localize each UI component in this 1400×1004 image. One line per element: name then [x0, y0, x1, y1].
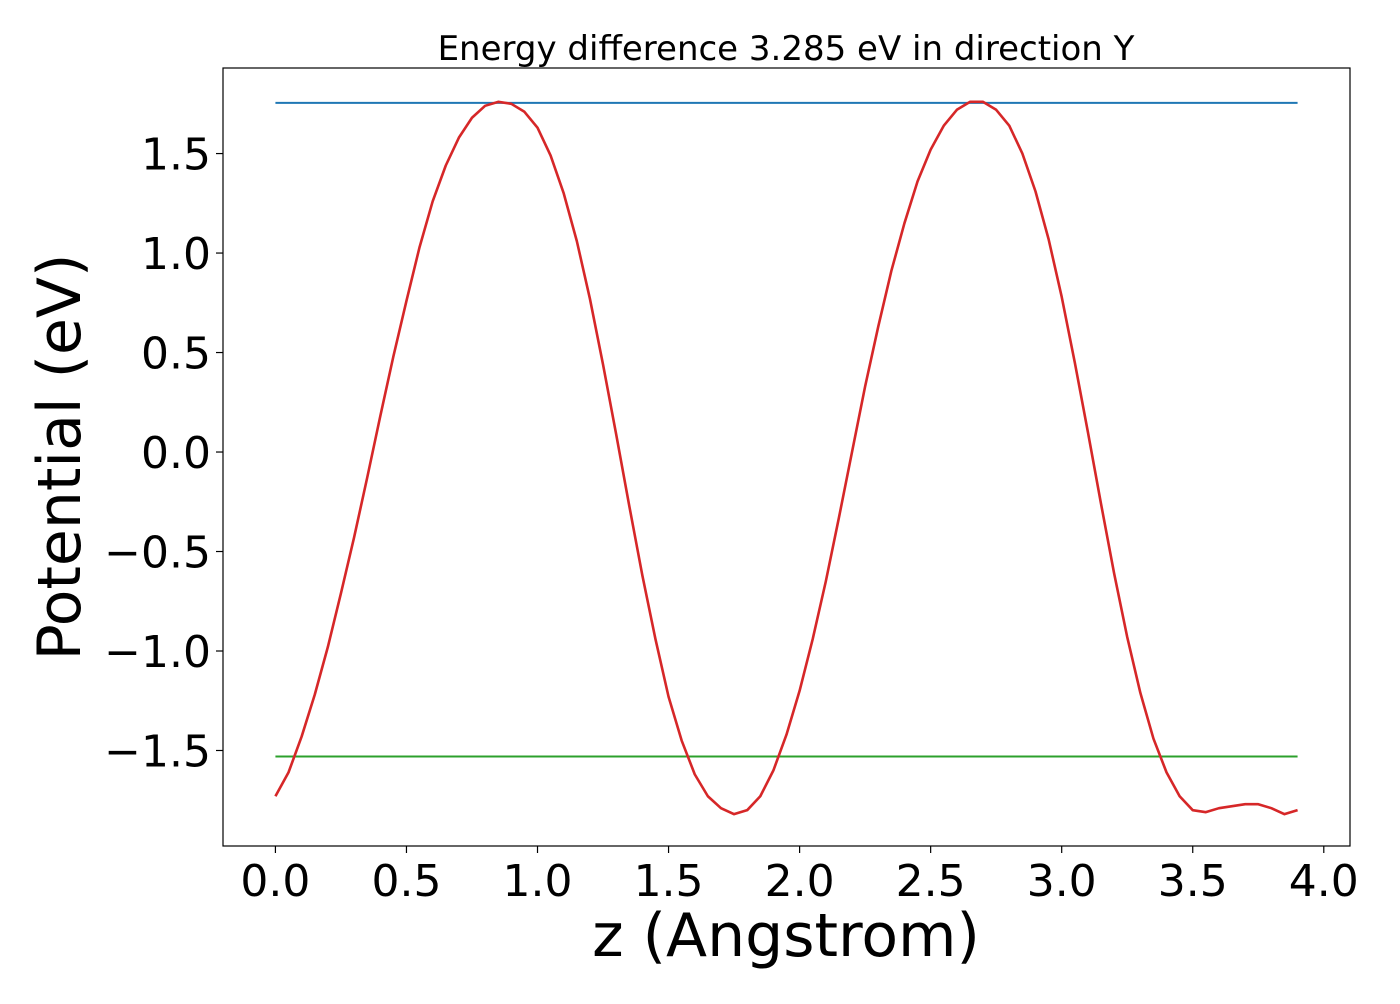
x-axis: 0.0 0.5 1.0 1.5 2.0 2.5 3.0 3.5 4.0: [240, 846, 1359, 907]
x-tick-label: 0.0: [240, 856, 310, 907]
x-tick-label: 3.0: [1027, 856, 1097, 907]
x-tick-label: 4.0: [1289, 856, 1359, 907]
x-tick-label: 2.5: [896, 856, 966, 907]
y-axis-label: Potential (eV): [25, 254, 95, 661]
plot-frame: [222, 67, 1351, 847]
y-tick-label: 1.5: [141, 130, 211, 181]
series-line-0: [274, 100, 1298, 816]
x-tick-label: 2.0: [765, 856, 835, 907]
y-tick-label: 0.0: [141, 428, 211, 479]
x-axis-label: z (Angstrom): [592, 901, 980, 971]
x-tick-label: 1.0: [503, 856, 573, 907]
y-axis: −1.5 −1.0 −0.5 0.0 0.5 1.0 1.5: [104, 130, 223, 777]
y-tick-label: 1.0: [141, 229, 211, 280]
x-tick-label: 0.5: [371, 856, 441, 907]
y-tick-label: −1.0: [104, 627, 211, 678]
x-tick-label: 3.5: [1158, 856, 1228, 907]
y-tick-label: −1.5: [104, 726, 211, 777]
y-tick-label: 0.5: [141, 329, 211, 380]
y-tick-label: −0.5: [104, 528, 211, 579]
chart-title: Energy difference 3.285 eV in direction …: [438, 29, 1135, 69]
x-tick-label: 1.5: [634, 856, 704, 907]
